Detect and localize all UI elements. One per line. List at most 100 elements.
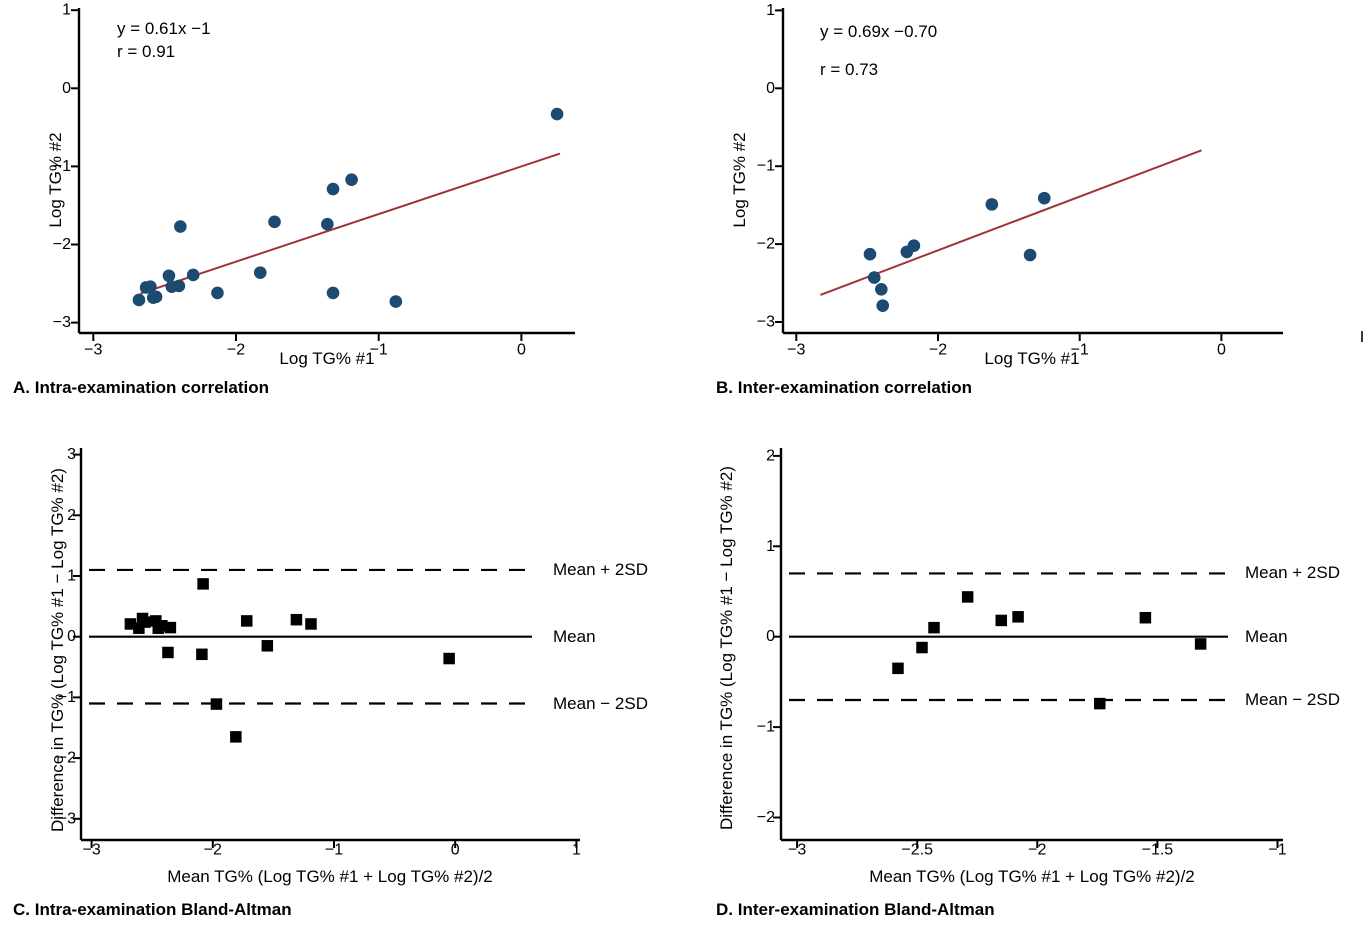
panel-a-rvalue: r = 0.91: [117, 42, 176, 61]
y-tick-label: 2: [766, 447, 775, 464]
y-tick-label: 0: [766, 80, 775, 97]
y-tick-label: 1: [766, 2, 775, 19]
y-tick-label: 1: [62, 2, 71, 19]
y-tick-label: −1: [53, 158, 71, 175]
data-point: [164, 621, 177, 634]
data-point: [150, 615, 162, 627]
x-tick-label: 1: [572, 842, 581, 859]
panel-c-lower-limit-label: Mean − 2SD: [553, 694, 648, 713]
data-point: [156, 620, 168, 632]
panel-a-plot: −3 −2 −1 0 1 0 −1 −2 −3: [53, 2, 575, 359]
data-point: [326, 182, 340, 196]
x-tick-label: −3: [787, 342, 805, 359]
y-tick-label: −3: [53, 314, 71, 331]
x-tick-label: 0: [1217, 342, 1226, 359]
x-tick-label: −2: [204, 842, 222, 859]
y-tick-label: −3: [58, 810, 76, 827]
edge-tick-artifact: [1361, 331, 1363, 342]
y-tick-label: −1: [757, 158, 775, 175]
panel-d-caption: D. Inter-examination Bland-Altman: [716, 900, 995, 919]
data-point: [907, 239, 921, 252]
data-point: [305, 618, 317, 630]
x-tick-label: −2: [1028, 842, 1046, 859]
data-point: [345, 173, 358, 186]
panel-b-caption: B. Inter-examination correlation: [716, 378, 972, 397]
data-point: [961, 591, 974, 603]
panel-c-plot: −3 −2 −1 0 1 3 2 1 0 −1 −2 −3: [58, 446, 581, 859]
data-point: [162, 646, 174, 659]
data-point: [1094, 697, 1106, 710]
data-point: [985, 198, 999, 211]
x-tick-label: −1: [1268, 842, 1286, 859]
y-tick-label: 2: [67, 507, 76, 524]
y-tick-label: 0: [67, 628, 76, 645]
data-point: [124, 618, 137, 630]
panel-c-caption: C. Intra-examination Bland-Altman: [13, 900, 292, 919]
data-point: [268, 215, 281, 229]
data-point: [211, 286, 224, 300]
panel-d-x-axis-title: Mean TG% (Log TG% #1 + Log TG% #2)/2: [869, 867, 1195, 886]
y-tick-label: −2: [757, 236, 775, 253]
data-point: [892, 662, 904, 675]
data-point: [144, 280, 157, 293]
y-tick-label: −2: [58, 750, 76, 767]
data-point: [443, 652, 455, 665]
data-point: [186, 268, 200, 282]
data-point: [230, 731, 242, 743]
x-tick-label: −3: [84, 342, 102, 359]
data-point: [863, 247, 877, 261]
data-point: [240, 615, 253, 627]
data-point: [1037, 191, 1051, 205]
data-point: [928, 621, 940, 634]
regression-line: [140, 152, 561, 295]
y-tick-label: 3: [67, 446, 76, 463]
x-tick-label: 0: [451, 842, 460, 859]
y-tick-label: 1: [766, 538, 775, 555]
y-tick-label: −2: [53, 236, 71, 253]
data-point: [133, 622, 145, 634]
y-tick-label: 1: [67, 568, 76, 585]
data-point: [867, 271, 881, 284]
data-point: [321, 217, 334, 231]
data-point: [290, 613, 303, 626]
panel-c-upper-limit-label: Mean + 2SD: [553, 560, 648, 579]
data-point: [149, 290, 163, 304]
data-point: [261, 640, 274, 652]
y-tick-label: −3: [757, 314, 775, 331]
x-tick-label: −2: [227, 342, 245, 359]
panel-d-mean-label: Mean: [1245, 627, 1288, 646]
data-point: [550, 107, 564, 121]
x-tick-label: −1: [370, 342, 388, 359]
data-point: [389, 295, 403, 308]
panel-a-caption: A. Intra-examination correlation: [13, 378, 269, 397]
panel-b-x-axis-title: Log TG% #1: [984, 349, 1080, 368]
x-tick-label: −1: [1071, 342, 1089, 359]
data-point: [210, 698, 223, 710]
data-point: [174, 220, 187, 233]
panel-d-lower-limit-label: Mean − 2SD: [1245, 690, 1340, 709]
x-tick-label: −3: [82, 842, 100, 859]
panel-b-equation: y = 0.69x −0.70: [820, 22, 938, 41]
data-point: [253, 266, 267, 279]
x-tick-label: −1.5: [1142, 842, 1174, 859]
panel-d-plot: −3 −2.5 −2 −1.5 −1 2 1 0 −1 −2: [757, 447, 1287, 859]
data-point: [326, 286, 340, 300]
x-tick-label: −1: [325, 842, 343, 859]
x-tick-label: −2.5: [901, 842, 933, 859]
y-tick-label: 0: [62, 80, 71, 97]
x-tick-label: −2: [929, 342, 947, 359]
regression-line: [820, 149, 1202, 296]
panel-c-mean-label: Mean: [553, 627, 596, 646]
y-tick-label: 0: [766, 628, 775, 645]
data-point: [1194, 638, 1207, 650]
data-point: [1023, 248, 1037, 262]
data-point: [172, 279, 186, 293]
data-point: [196, 648, 208, 661]
data-point: [197, 578, 209, 590]
data-point: [916, 641, 928, 654]
data-point: [876, 299, 890, 312]
panel-d-upper-limit-label: Mean + 2SD: [1245, 563, 1340, 582]
x-tick-label: 0: [517, 342, 526, 359]
data-point: [875, 282, 888, 296]
